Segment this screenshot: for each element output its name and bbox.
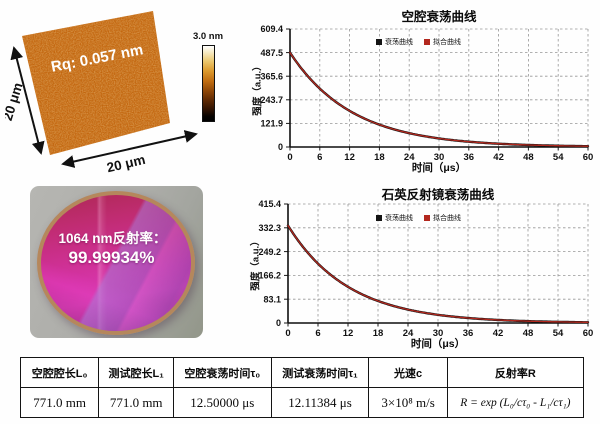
y-axis-label: 强度（a.u.） bbox=[252, 61, 264, 116]
table-value-cell: 12.50000 μs bbox=[173, 387, 272, 418]
mirror-annotation: 1064 nm反射率： 99.99934% bbox=[30, 186, 203, 338]
table-header-cell: 空腔衰荡时间τ₀ bbox=[173, 357, 272, 388]
x-tick-label: 12 bbox=[344, 152, 355, 163]
x-tick-label: 12 bbox=[343, 328, 354, 339]
quartz-mirror bbox=[37, 191, 195, 335]
horizontal-dimension-arrow bbox=[61, 130, 198, 168]
y-tick-label: 249.2 bbox=[258, 247, 281, 257]
chart-legend: 衰荡曲线 拟合曲线 bbox=[376, 37, 461, 47]
results-table: 空腔腔长L₀ 测试腔长L₁ 空腔衰荡时间τ₀ 测试衰荡时间τ₁ 光速c 反射率R 771.… bbox=[19, 357, 585, 418]
x-tick-label: 6 bbox=[317, 152, 322, 163]
y-tick-label: 415.4 bbox=[258, 199, 281, 209]
x-tick-label: 54 bbox=[553, 328, 564, 339]
x-tick-label: 6 bbox=[315, 328, 320, 339]
x-tick-label: 60 bbox=[583, 328, 594, 339]
legend-item-decay: 衰荡曲线 bbox=[376, 213, 413, 223]
y-tick-label: 0 bbox=[276, 318, 281, 328]
fit-curve bbox=[289, 51, 589, 147]
table-value-row: 771.0 mm 771.0 mm 12.50000 μs 12.11384 μs 3×… bbox=[19, 387, 585, 418]
afm-topography-image: Rq: 0.057 nm 20 μm 20 μm bbox=[0, 11, 198, 175]
x-tick-label: 42 bbox=[493, 152, 504, 163]
y-tick-label: 332.3 bbox=[258, 223, 281, 233]
x-tick-label: 24 bbox=[403, 328, 414, 339]
chart-title: 石英反射镜衰荡曲线 bbox=[381, 188, 495, 202]
table-value-cell: 12.11384 μs bbox=[270, 387, 370, 418]
table-header-cell: 反射率R bbox=[446, 357, 585, 388]
afm-height-label: 20 μm bbox=[5, 81, 26, 123]
legend-label-decay: 衰荡曲线 bbox=[385, 215, 413, 222]
legend-item-fit: 拟合曲线 bbox=[424, 37, 461, 47]
x-axis-label: 时间（μs） bbox=[411, 162, 467, 174]
x-tick-label: 24 bbox=[404, 152, 415, 163]
x-tick-label: 18 bbox=[374, 152, 385, 163]
legend-label-fit: 拟合曲线 bbox=[433, 39, 461, 46]
y-tick-label: 121.9 bbox=[260, 119, 283, 129]
x-tick-label: 54 bbox=[553, 152, 564, 163]
reflectivity-value-label: 99.99934% bbox=[68, 248, 155, 267]
vertical-dimension-arrow bbox=[10, 46, 45, 155]
x-tick-label: 42 bbox=[493, 328, 504, 339]
x-tick-label: 30 bbox=[433, 328, 444, 339]
table-value-cell: 771.0 mm bbox=[19, 387, 100, 418]
afm-width-label: 20 μm bbox=[105, 152, 146, 175]
empty-cavity-ringdown-chart: 空腔衰荡曲线 609.4 487.5 365.6 243.7 121.9 0 0 6 12 18 2… bbox=[240, 2, 596, 178]
chart-legend: 衰荡曲线 拟合曲线 bbox=[376, 213, 461, 223]
y-axis-label: 强度（a.u.） bbox=[250, 236, 262, 291]
height-scale-colorbar bbox=[202, 45, 215, 122]
y-tick-label: 609.4 bbox=[260, 24, 283, 34]
table-value-cell: 771.0 mm bbox=[98, 387, 175, 418]
x-tick-label: 36 bbox=[464, 152, 475, 163]
y-tick-label: 487.5 bbox=[260, 48, 283, 58]
table-header-cell: 测试腔长L₁ bbox=[98, 357, 175, 388]
table-header-cell: 测试衰荡时间τ₁ bbox=[270, 357, 370, 388]
legend-label-fit: 拟合曲线 bbox=[433, 215, 461, 222]
y-tick-label: 0 bbox=[278, 142, 283, 152]
y-tick-label: 83.1 bbox=[263, 294, 281, 304]
legend-swatch-fit bbox=[424, 39, 430, 45]
y-tick-label: 166.2 bbox=[258, 271, 281, 281]
x-tick-label: 36 bbox=[463, 328, 474, 339]
afm-panel: Rq: 0.057 nm 20 μm 20 μm 3.0 nm bbox=[0, 3, 237, 179]
plot-canvas: 415.4 332.3 249.2 166.2 83.1 00 6 12 18 24 30 36 42 4… bbox=[258, 199, 594, 339]
table-header-cell: 光速c bbox=[368, 357, 448, 388]
x-tick-label: 48 bbox=[523, 328, 534, 339]
plot-canvas: 609.4 487.5 365.6 243.7 121.9 00 6 12 18 24 30 36 42… bbox=[260, 24, 594, 163]
y-tick-label: 365.6 bbox=[260, 71, 283, 81]
legend-label-decay: 衰荡曲线 bbox=[385, 39, 413, 46]
height-scale-max-label: 3.0 nm bbox=[192, 31, 224, 42]
table-header-row: 空腔腔长L₀ 测试腔长L₁ 空腔衰荡时间τ₀ 测试衰荡时间τ₁ 光速c 反射率R bbox=[19, 357, 585, 388]
x-tick-label: 0 bbox=[285, 328, 290, 339]
legend-swatch-decay bbox=[376, 215, 382, 221]
table-header-cell: 空腔腔长L₀ bbox=[19, 357, 100, 388]
x-tick-label: 48 bbox=[523, 152, 534, 163]
quartz-mirror-ringdown-chart: 石英反射镜衰荡曲线 415.4 332.3 249.2 166.2 83.1 0 0 6 12 1… bbox=[240, 182, 596, 354]
reflectivity-wavelength-label: 1064 nm反射率： bbox=[58, 231, 167, 246]
fit-curve bbox=[287, 224, 589, 323]
legend-item-decay: 衰荡曲线 bbox=[376, 37, 413, 47]
legend-swatch-decay bbox=[376, 39, 382, 45]
legend-item-fit: 拟合曲线 bbox=[424, 213, 461, 223]
x-tick-label: 18 bbox=[373, 328, 384, 339]
x-tick-label: 0 bbox=[287, 152, 292, 163]
mirror-photo: 1064 nm反射率： 99.99934% bbox=[30, 186, 203, 338]
afm-surface-texture-dark bbox=[22, 11, 170, 155]
x-axis-label: 时间（μs） bbox=[410, 338, 466, 350]
x-tick-label: 60 bbox=[583, 152, 594, 163]
table-value-cell: 3×10⁸ m/s bbox=[368, 387, 448, 418]
legend-swatch-fit bbox=[424, 215, 430, 221]
y-tick-label: 243.7 bbox=[260, 95, 283, 105]
x-tick-label: 30 bbox=[434, 152, 445, 163]
table-value-cell: R = exp (L₀/cτ₀ - L₁/cτ₁) bbox=[446, 387, 585, 418]
chart-title: 空腔衰荡曲线 bbox=[401, 10, 477, 24]
